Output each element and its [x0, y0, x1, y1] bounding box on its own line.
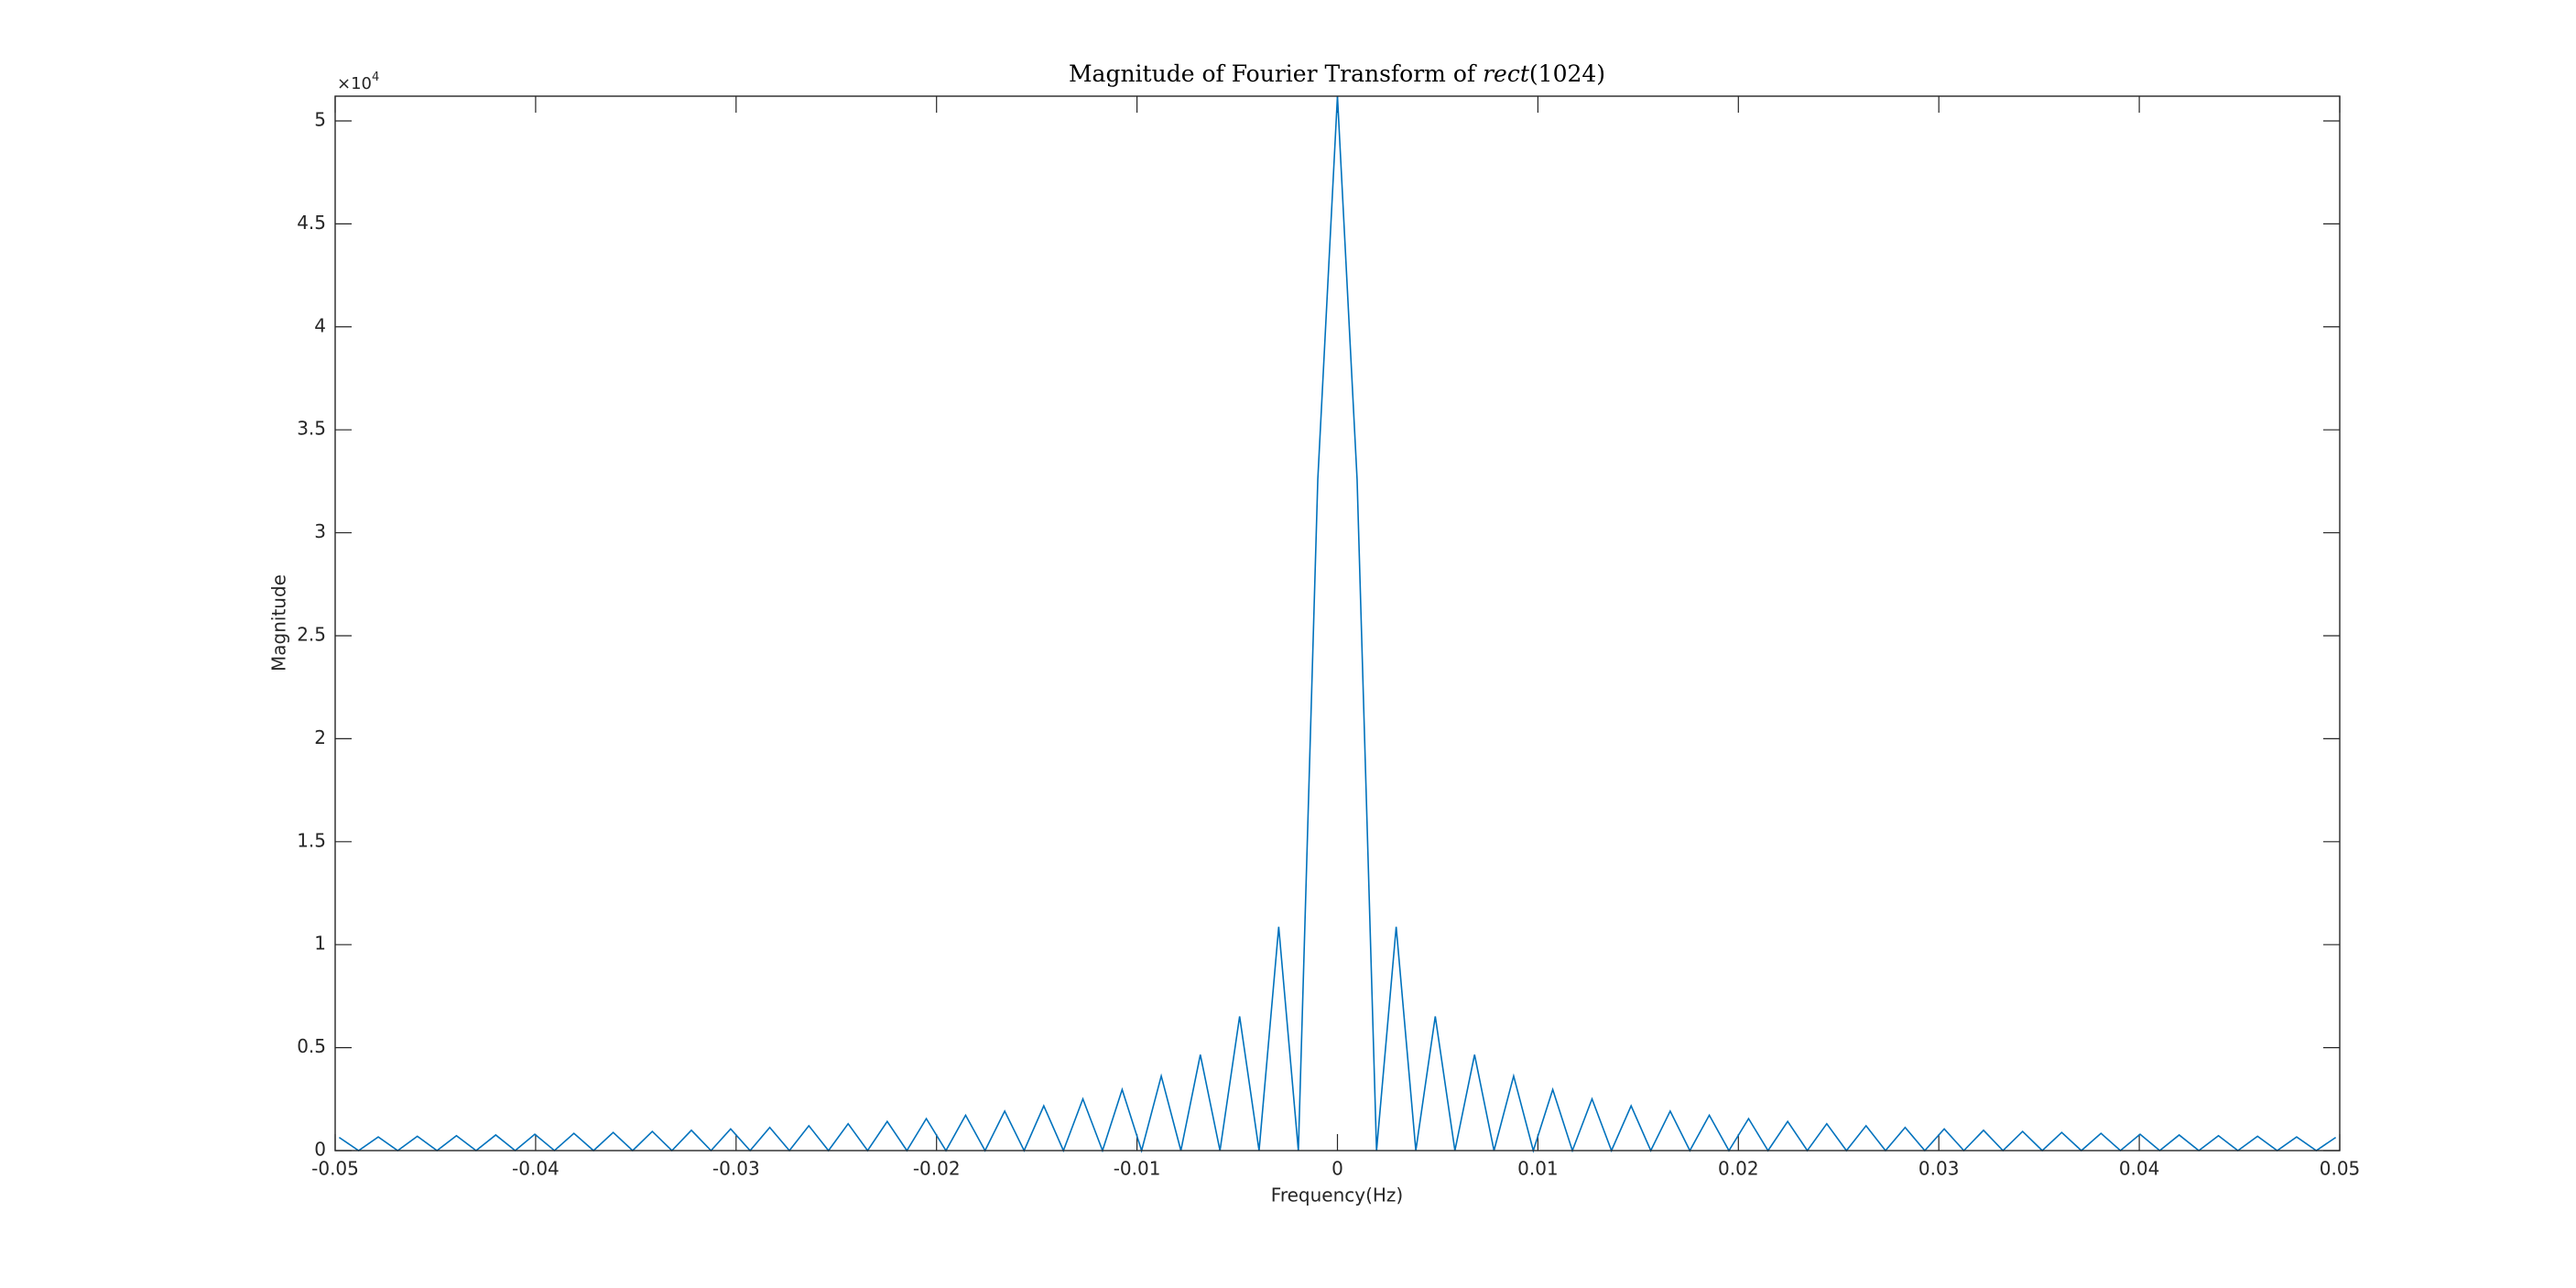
title-tail: (1024): [1529, 60, 1605, 87]
x-tick-label: -0.04: [512, 1158, 560, 1180]
y-axis-label: Magnitude: [268, 574, 290, 671]
y-tick-label: 5: [314, 108, 326, 130]
x-tick-label: -0.03: [712, 1158, 760, 1180]
y-tick-label: 1: [314, 933, 326, 955]
x-tick-label: 0.02: [1718, 1158, 1759, 1180]
x-tick-label: 0: [1331, 1158, 1343, 1180]
x-axis-label: Frequency(Hz): [1271, 1184, 1403, 1206]
x-tick-label: 0.05: [2320, 1158, 2361, 1180]
x-tick-label: -0.01: [1114, 1158, 1161, 1180]
y-tick-label: 1.5: [297, 829, 326, 851]
x-tick-label: 0.03: [1918, 1158, 1960, 1180]
title-italic: rect: [1483, 60, 1530, 87]
y-tick-label: 3.5: [297, 418, 326, 440]
x-tick-label: 0.04: [2119, 1158, 2160, 1180]
title-text: Magnitude of Fourier Transform of: [1069, 60, 1477, 87]
y-tick-label: 4.5: [297, 212, 326, 234]
x-tick-label: -0.05: [311, 1158, 359, 1180]
y-tick-label: 0: [314, 1139, 326, 1161]
x-tick-label: 0.01: [1517, 1158, 1559, 1180]
y-multiplier: ×104: [337, 71, 379, 94]
y-tick-label: 3: [314, 520, 326, 542]
y-tick-label: 4: [314, 314, 326, 336]
y-multiplier-exponent: 4: [372, 71, 379, 84]
axes-box: [334, 95, 2341, 1152]
y-multiplier-base: ×10: [337, 74, 372, 93]
chart-title: Magnitude of Fourier Transform of rect(1…: [1069, 60, 1605, 87]
y-tick-label: 2: [314, 726, 326, 748]
x-tick-label: -0.02: [913, 1158, 961, 1180]
y-tick-label: 2.5: [297, 623, 326, 645]
y-tick-label: 0.5: [297, 1035, 326, 1057]
